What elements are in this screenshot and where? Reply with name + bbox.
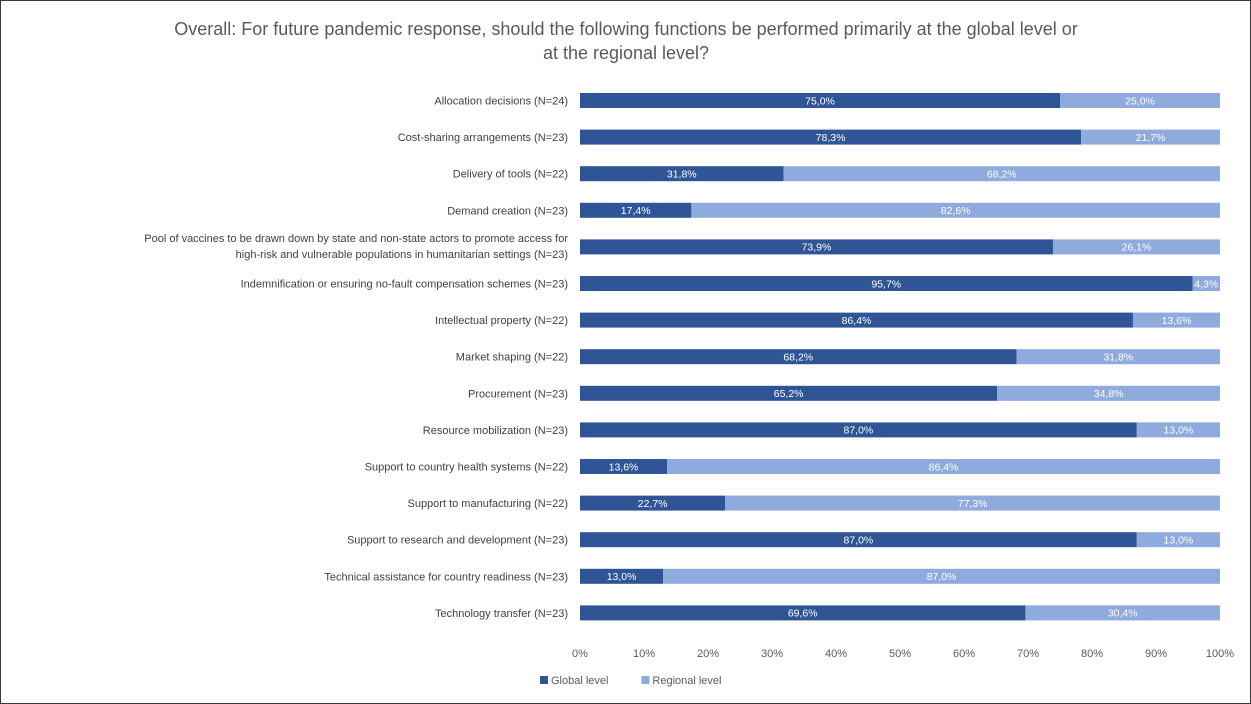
category-label: Indemnification or ensuring no-fault com… [241, 279, 568, 291]
x-tick-label: 10% [633, 648, 655, 660]
legend-label: Regional level [652, 675, 721, 687]
data-label: 13,6% [609, 461, 639, 473]
data-label: 13,0% [1164, 535, 1194, 547]
bar-regional-level [1192, 276, 1220, 291]
bar-regional-level [667, 459, 1220, 474]
category-label: Market shaping (N=22) [456, 352, 568, 364]
bar-global-level [580, 166, 784, 182]
data-label: 68,2% [987, 169, 1017, 181]
category-label: Support to country health systems (N=22) [365, 462, 568, 474]
bar-global-level [580, 129, 1082, 145]
bar-regional-level [1081, 129, 1220, 145]
legend-swatch-regional [641, 676, 650, 684]
bar-regional-level [1132, 312, 1220, 328]
data-label: 69,6% [788, 608, 818, 620]
data-label: 87,0% [844, 535, 874, 547]
x-tick-label: 40% [825, 648, 847, 660]
data-label: 82,6% [941, 205, 971, 217]
category-label: Support to manufacturing (N=22) [407, 498, 568, 510]
category-label: Pool of vaccines to be drawn down by sta… [144, 233, 568, 261]
category-label: Demand creation (N=23) [447, 205, 568, 217]
data-label: 22,7% [638, 498, 668, 510]
legend: Global level Regional level [540, 675, 722, 687]
category-label: Procurement (N=23) [468, 388, 568, 400]
category-label: Intellectual property (N=22) [435, 315, 568, 327]
category-label: Technology transfer (N=23) [435, 608, 568, 620]
data-label: 65,2% [774, 388, 804, 400]
x-tick-label: 70% [1017, 648, 1039, 660]
bar-global-level [580, 568, 664, 584]
bar-regional-level [997, 385, 1220, 401]
x-tick-label: 80% [1081, 648, 1103, 660]
bar-regional-level [663, 568, 1220, 584]
data-label: 4,3% [1194, 278, 1218, 290]
legend-label: Global level [551, 675, 608, 687]
bar-regional-level [725, 495, 1220, 511]
bar-global-level [580, 93, 1060, 108]
data-label: 34,8% [1094, 388, 1124, 400]
bar-regional-level [1136, 422, 1220, 438]
bar-global-level [580, 422, 1137, 438]
bar-regional-level [1052, 239, 1220, 255]
category-label: Allocation decisions (N=24) [434, 96, 568, 108]
data-label: 26,1% [1122, 242, 1152, 254]
data-label: 95,7% [871, 278, 901, 290]
bar-global-level [580, 349, 1017, 365]
data-label: 68,2% [783, 352, 813, 364]
category-label: Technical assistance for country readine… [324, 571, 568, 583]
x-tick-label: 20% [697, 648, 719, 660]
x-tick-label: 30% [761, 648, 783, 660]
data-label: 31,8% [1103, 352, 1133, 364]
x-tick-label: 90% [1145, 648, 1167, 660]
category-label: Cost-sharing arrangements (N=23) [398, 132, 568, 144]
bar-global-level [580, 202, 692, 218]
category-label: Support to research and development (N=2… [347, 535, 568, 547]
data-label: 78,3% [816, 132, 846, 144]
data-label: 21,7% [1136, 132, 1166, 144]
x-tick-label: 100% [1206, 648, 1234, 660]
bar-global-level [580, 385, 998, 401]
data-label: 77,3% [958, 498, 988, 510]
data-label: 30,4% [1108, 608, 1138, 620]
data-label: 13,6% [1162, 315, 1192, 327]
x-tick-label: 50% [889, 648, 911, 660]
bar-global-level [580, 312, 1133, 328]
bar-regional-level [1016, 349, 1220, 365]
bar-regional-level [1060, 93, 1220, 108]
category-label: Resource mobilization (N=23) [423, 425, 568, 437]
data-label: 86,4% [929, 461, 959, 473]
data-label: 73,9% [802, 242, 832, 254]
category-labels: Allocation decisions (N=24) Cost-sharing … [144, 96, 568, 620]
bar-regional-level [691, 202, 1220, 218]
data-label: 87,0% [927, 571, 957, 583]
bars [580, 93, 1220, 621]
bar-regional-level [1025, 605, 1220, 621]
x-axis-ticks: 0% 10% 20% 30% 40% 50% 60% 70% 80% 90% 100% [572, 648, 1234, 660]
data-label: 17,4% [621, 205, 651, 217]
x-tick-label: 0% [572, 648, 588, 660]
data-label: 13,0% [1164, 425, 1194, 437]
bar-global-level [580, 532, 1137, 548]
bar-regional-level [1136, 532, 1220, 548]
bar-global-level [580, 239, 1053, 255]
bar-regional-level [783, 166, 1220, 182]
data-label: 87,0% [844, 425, 874, 437]
x-tick-label: 60% [953, 648, 975, 660]
legend-swatch-global [540, 676, 548, 684]
bar-global-level [580, 495, 726, 511]
data-label: 13,0% [607, 571, 637, 583]
data-labels: 75,0% 25,0% 78,3% 21,7% 31,8% 68,2% 17,4% 82,6%… [607, 95, 1218, 619]
bar-global-level [580, 459, 668, 474]
data-label: 75,0% [805, 95, 835, 107]
chart-title: Overall: For future pandemic response, s… [174, 19, 1078, 63]
data-label: 31,8% [667, 169, 697, 181]
bar-global-level [580, 276, 1193, 291]
bar-global-level [580, 605, 1026, 621]
data-label: 86,4% [842, 315, 872, 327]
data-label: 25,0% [1125, 95, 1155, 107]
category-label: Delivery of tools (N=22) [453, 169, 568, 181]
